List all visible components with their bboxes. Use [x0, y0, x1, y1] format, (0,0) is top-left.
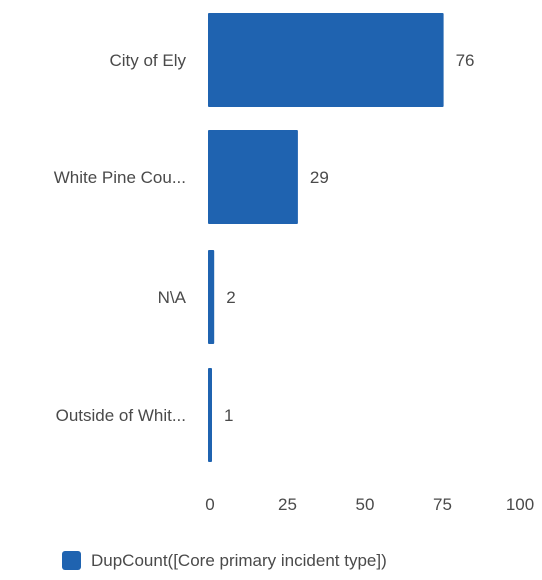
- bar: [208, 250, 215, 344]
- x-tick-label: 50: [356, 495, 375, 514]
- x-tick-label: 75: [433, 495, 452, 514]
- data-label: 76: [456, 51, 475, 70]
- x-tick-label: 0: [205, 495, 214, 514]
- x-tick-label: 25: [278, 495, 297, 514]
- x-tick-label: 100: [506, 495, 534, 514]
- category-label: City of Ely: [109, 51, 186, 70]
- bar: [208, 13, 444, 107]
- legend-swatch: [62, 551, 81, 570]
- legend-label: DupCount([Core primary incident type]): [91, 551, 387, 570]
- category-label: White Pine Cou...: [54, 168, 186, 187]
- category-label: Outside of Whit...: [56, 406, 186, 425]
- data-label: 2: [226, 288, 235, 307]
- bar: [208, 368, 212, 462]
- category-label: N\A: [158, 288, 187, 307]
- data-label: 29: [310, 168, 329, 187]
- data-label: 1: [224, 406, 233, 425]
- bar: [208, 130, 298, 224]
